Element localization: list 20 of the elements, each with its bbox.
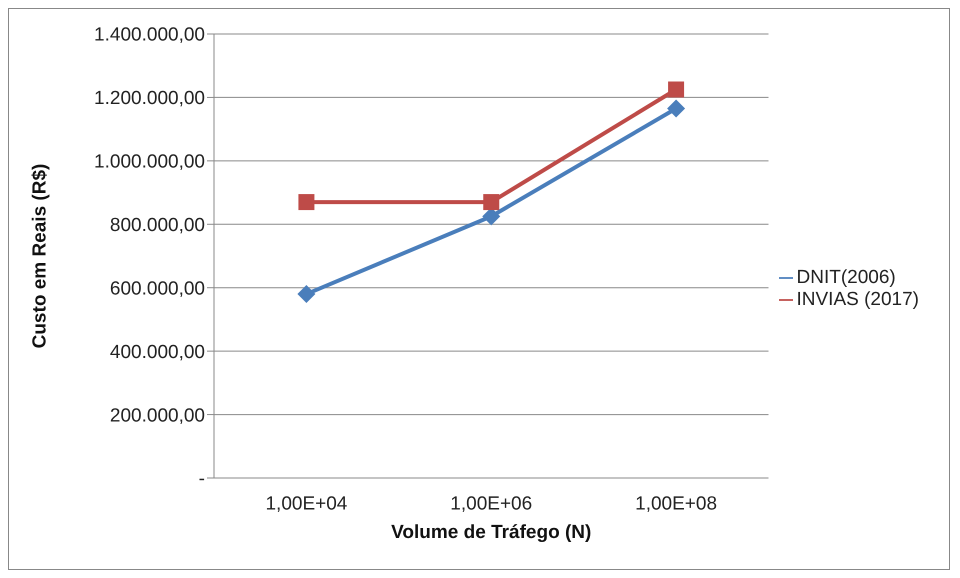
x-tick-label: 1,00E+08 [635, 493, 718, 514]
y-tick-label: 200.000,00 [110, 405, 205, 426]
x-tick-label: 1,00E+04 [265, 493, 348, 514]
y-tick-label: 1.400.000,00 [94, 24, 205, 46]
point [483, 194, 500, 210]
y-tick-label: 800.000,00 [110, 215, 205, 236]
point [298, 194, 314, 210]
y-tick-label: - [198, 468, 205, 490]
x-axis-title: Volume de Tráfego (N) [391, 522, 592, 543]
legend-label: DNIT(2006) [796, 267, 896, 288]
y-tick-label: 1.000.000,00 [94, 152, 205, 173]
y-axis-title: Custo em Reais (R$) [30, 164, 51, 348]
y-tick-label: 400.000,00 [110, 342, 205, 363]
x-tick-label: 1,00E+06 [450, 493, 532, 514]
legend-label: INVIAS (2017) [796, 289, 919, 310]
point [668, 82, 684, 98]
point [297, 285, 316, 304]
point [667, 100, 686, 118]
y-tick-label: 600.000,00 [110, 278, 205, 300]
y-tick-label: 1.200.000,00 [94, 88, 205, 110]
